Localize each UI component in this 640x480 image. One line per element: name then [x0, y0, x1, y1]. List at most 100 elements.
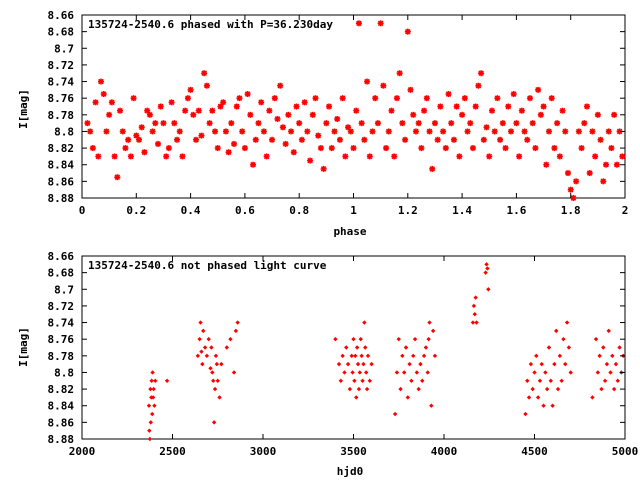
top-data-point	[586, 170, 593, 177]
top-data-points	[84, 20, 626, 201]
top-data-point-stroke	[385, 128, 392, 135]
bottom-data-point	[197, 336, 202, 342]
bottom-x-tick-label: 4500	[521, 445, 548, 458]
bottom-data-point	[432, 353, 438, 359]
bottom-data-point	[471, 303, 477, 309]
bottom-data-point	[418, 361, 423, 367]
top-data-point-stroke	[195, 107, 202, 114]
top-data-point	[578, 145, 585, 152]
top-data-point-stroke	[570, 195, 577, 201]
bottom-y-ticks: 8.66 8.68 8.7 8.72 8.74 8.76 8.78 8.8 8.82 8.84 8.…	[48, 250, 625, 446]
top-data-point-stroke	[209, 107, 216, 114]
top-data-point	[524, 136, 531, 143]
top-data-point-stroke	[214, 145, 221, 151]
bottom-data-point	[359, 353, 364, 359]
top-data-point	[168, 99, 175, 106]
bottom-data-point	[352, 378, 357, 383]
top-data-point	[448, 120, 455, 127]
top-x-tick-label: 1.8	[561, 204, 581, 217]
top-data-point-stroke	[247, 112, 254, 118]
top-data-point	[260, 128, 267, 135]
top-data-point	[488, 107, 495, 114]
top-data-point	[301, 99, 308, 106]
top-data-point-stroke	[136, 136, 142, 143]
top-data-point-stroke	[347, 128, 354, 135]
bottom-data-point	[412, 336, 418, 342]
bottom-data-point	[601, 345, 606, 350]
top-data-point-stroke	[103, 128, 110, 135]
top-data-point-stroke	[521, 128, 528, 135]
top-data-point-stroke	[323, 120, 330, 126]
top-data-point-stroke	[204, 82, 210, 89]
top-data-point-stroke	[576, 128, 582, 135]
top-data-point-stroke	[320, 166, 327, 172]
top-data-point	[258, 99, 265, 106]
top-data-point	[225, 149, 232, 156]
top-data-point	[334, 115, 341, 122]
top-data-point	[583, 103, 590, 110]
top-data-point-stroke	[584, 103, 590, 110]
top-data-point	[277, 82, 284, 89]
top-x-tick-label: 1.4	[452, 204, 472, 217]
top-data-point-stroke	[350, 145, 357, 151]
top-data-point-stroke	[179, 153, 186, 160]
top-data-point-stroke	[481, 136, 487, 143]
top-data-point	[475, 82, 482, 89]
top-data-point	[163, 153, 170, 160]
top-data-point-stroke	[418, 145, 425, 151]
top-data-point	[241, 145, 248, 152]
bottom-data-point	[611, 386, 617, 392]
top-data-point-stroke	[573, 178, 579, 185]
top-data-point	[171, 120, 178, 127]
top-data-point-stroke	[475, 82, 482, 89]
bottom-data-point	[523, 411, 528, 417]
top-data-point	[372, 95, 379, 102]
top-data-point	[540, 103, 547, 110]
top-data-point-stroke	[445, 91, 452, 97]
top-data-point	[431, 120, 438, 127]
top-data-point-stroke	[383, 145, 389, 151]
bottom-data-point	[206, 336, 211, 342]
top-data-point-stroke	[410, 112, 417, 118]
top-y-tick-label: 8.76	[48, 92, 75, 105]
top-data-point	[174, 136, 181, 143]
top-data-point-stroke	[141, 149, 148, 156]
top-data-point-stroke	[261, 128, 267, 135]
bottom-data-point	[363, 345, 368, 350]
bottom-data-point	[483, 270, 488, 275]
top-data-point-stroke	[301, 99, 308, 106]
bottom-data-point	[602, 378, 608, 383]
top-data-point-stroke	[334, 116, 341, 122]
bottom-data-point	[604, 361, 610, 367]
top-data-point	[271, 95, 278, 102]
top-data-point-stroke	[98, 78, 104, 85]
bottom-y-tick-label: 8.66	[48, 250, 75, 263]
bottom-data-point	[400, 353, 405, 359]
top-data-point-stroke	[597, 136, 604, 143]
bottom-data-point	[367, 378, 372, 383]
top-data-point	[84, 120, 91, 127]
top-data-point	[222, 128, 229, 135]
top-data-point-stroke	[274, 116, 281, 122]
top-data-point	[570, 195, 577, 201]
bottom-data-point	[336, 361, 342, 367]
top-data-point-stroke	[407, 87, 414, 93]
top-data-point	[320, 165, 327, 172]
top-data-point	[328, 145, 335, 152]
top-data-point	[209, 107, 216, 114]
top-x-tick-label: 0.2	[126, 204, 146, 217]
top-data-point-stroke	[391, 153, 398, 160]
top-data-point-stroke	[288, 128, 294, 135]
bottom-y-tick-label: 8.74	[48, 317, 75, 330]
top-y-tick-label: 8.78	[48, 109, 75, 122]
top-data-point-stroke	[508, 128, 514, 135]
bottom-data-point	[485, 266, 490, 271]
top-data-point-stroke	[380, 82, 387, 89]
top-data-point	[445, 91, 452, 98]
top-data-point	[602, 161, 609, 168]
top-data-point-stroke	[90, 145, 96, 151]
top-data-point-stroke	[185, 95, 191, 101]
top-data-point-stroke	[554, 120, 560, 126]
top-data-point-stroke	[198, 132, 205, 139]
